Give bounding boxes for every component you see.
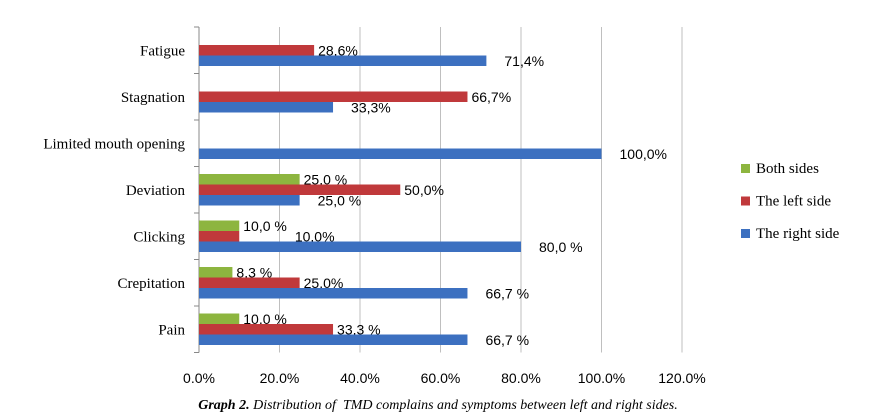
bar-the-right-side [199,195,300,206]
bar-both-sides [199,174,300,185]
data-label: 8,3 % [236,264,272,280]
x-tick-label: 40.0% [340,370,380,386]
x-tick-label: 60.0% [421,370,461,386]
data-label: 10,0 % [243,311,287,327]
bar-the-left-side [199,324,334,335]
data-label: 28,6% [318,42,358,58]
data-label: 25,0% [304,275,344,291]
legend-swatch [741,229,750,238]
data-label: 33,3 % [337,321,381,337]
x-tick-label: 80.0% [501,370,541,386]
x-tick-label: 100.0% [578,370,625,386]
category-label: Fatigue [140,43,185,59]
data-label: 33,3% [351,99,391,115]
category-label: Pain [158,322,185,338]
legend-swatch [741,164,750,173]
category-label: Crepitation [118,276,186,292]
bar-the-left-side [199,277,300,288]
data-label: 50,0% [404,182,444,198]
bar-the-right-side [199,288,468,299]
data-label: 66,7% [471,89,511,105]
data-label: 25,0 % [304,171,348,187]
category-label: Deviation [126,183,186,199]
bar-both-sides [199,220,240,231]
data-label: 66,7 % [485,285,529,301]
legend-label: The left side [756,194,831,210]
data-label: 10,0% [295,228,335,244]
legend-label: Both sides [756,161,819,177]
legend-label: The right side [756,226,840,242]
caption: Graph 2. Distribution of TMD complains a… [198,398,678,413]
bar-both-sides [199,267,233,278]
bar-the-left-side [199,91,468,102]
bar-the-left-side [199,184,401,195]
bar-both-sides [199,313,240,324]
data-label: 80,0 % [539,239,583,255]
data-label: 25,0 % [318,192,362,208]
category-label: Limited mouth opening [43,136,185,152]
bar-the-right-side [199,334,468,345]
bar-the-right-side [199,102,334,113]
legend-swatch [741,196,750,206]
data-label: 71,4% [504,53,544,69]
data-label: 100,0% [620,146,667,162]
bar-the-left-side [199,45,315,56]
bar-the-right-side [199,241,521,252]
data-label: 66,7 % [485,332,529,348]
bar-the-right-side [199,148,602,159]
data-label: 10,0 % [243,218,287,234]
bar-the-left-side [199,231,240,242]
category-label: Stagnation [121,90,186,106]
category-label: Clicking [133,229,185,245]
bar-the-right-side [199,55,487,66]
x-tick-label: 20.0% [260,370,300,386]
x-tick-label: 0.0% [183,370,215,386]
x-tick-label: 120.0% [658,370,705,386]
